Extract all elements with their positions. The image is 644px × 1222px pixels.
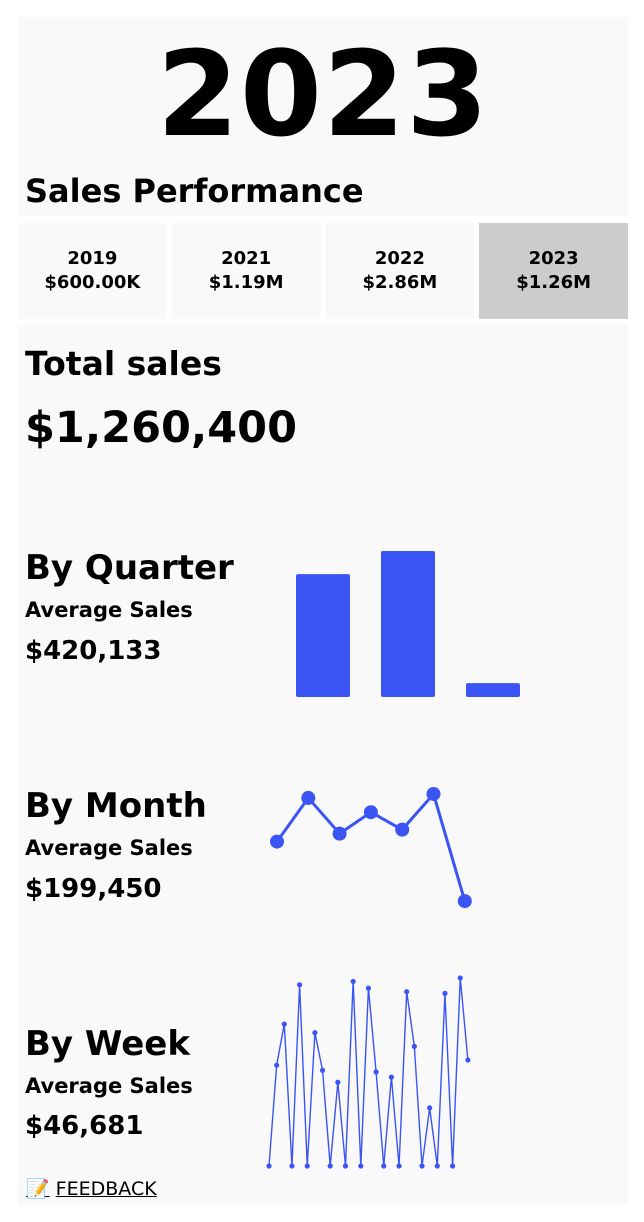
section-title: Sales Performance [25, 172, 364, 210]
tab-2019[interactable]: 2019 $600.00K [18, 223, 167, 319]
week-point-12 [350, 978, 356, 985]
quarter-bar-chart [296, 551, 520, 697]
week-point-11 [342, 1163, 349, 1169]
week-point-21 [419, 1163, 425, 1169]
tab-2021[interactable]: 2021 $1.19M [171, 223, 321, 319]
by-quarter-avg-label: Average Sales [25, 598, 193, 622]
week-point-14 [365, 985, 372, 991]
week-point-24 [442, 990, 448, 996]
by-week-avg-label: Average Sales [25, 1074, 193, 1098]
week-point-1 [266, 1163, 272, 1169]
month-point-1 [270, 834, 284, 849]
quarter-bar-q2 [381, 551, 435, 697]
by-quarter-title: By Quarter [25, 548, 234, 588]
week-point-19 [404, 989, 410, 995]
week-point-10 [335, 1079, 341, 1085]
year-tabs: 2019 $600.00K 2021 $1.19M 2022 $2.86M 20… [18, 223, 628, 319]
tab-2023[interactable]: 2023 $1.26M [479, 223, 628, 319]
month-point-7 [457, 894, 472, 909]
month-point-2 [301, 790, 316, 805]
month-point-4 [363, 805, 378, 820]
week-point-2 [274, 1062, 280, 1068]
by-month-avg-value: $199,450 [25, 874, 162, 904]
header-card: 2023 Sales Performance [18, 17, 628, 216]
feedback-label: FEEDBACK [55, 1178, 157, 1200]
tab-2022[interactable]: 2022 $2.86M [325, 223, 475, 319]
week-point-20 [411, 1043, 417, 1049]
week-point-27 [465, 1057, 471, 1063]
month-point-5 [395, 822, 410, 837]
by-month-avg-label: Average Sales [25, 836, 193, 860]
quarter-bar-q1 [296, 574, 350, 697]
month-point-6 [426, 786, 441, 801]
week-line-chart [266, 975, 471, 1169]
week-point-18 [396, 1163, 402, 1169]
tab-year-label: 2022 [374, 248, 425, 269]
week-point-23 [434, 1163, 440, 1169]
week-point-5 [297, 982, 303, 988]
total-sales-label: Total sales [25, 344, 222, 383]
week-point-6 [304, 1163, 310, 1169]
week-point-15 [373, 1069, 379, 1075]
by-week-title: By Week [25, 1024, 190, 1064]
tab-year-label: 2021 [221, 248, 272, 269]
week-series-line [268, 977, 469, 1167]
month-line-chart [270, 786, 472, 909]
tab-year-label: 2019 [67, 248, 118, 269]
week-point-7 [312, 1030, 318, 1036]
total-sales-value: $1,260,400 [25, 403, 298, 453]
tab-amount: $2.86M [362, 272, 438, 293]
week-point-25 [450, 1163, 456, 1169]
by-month-title: By Month [25, 786, 207, 826]
week-point-13 [358, 1163, 364, 1169]
tab-amount: $1.26M [516, 272, 592, 293]
by-week-avg-value: $46,681 [25, 1111, 144, 1141]
week-point-26 [457, 975, 463, 981]
year-title: 2023 [156, 25, 490, 163]
week-point-22 [427, 1105, 433, 1111]
sales-card: Total sales $1,260,400 By Quarter Averag… [18, 325, 628, 1205]
feedback-link[interactable]: 📝 FEEDBACK [26, 1180, 157, 1199]
week-point-4 [289, 1163, 295, 1169]
tab-year-label: 2023 [528, 248, 579, 269]
memo-icon: 📝 [26, 1178, 50, 1200]
week-point-17 [388, 1074, 394, 1080]
week-point-16 [381, 1163, 387, 1169]
week-point-3 [281, 1021, 287, 1027]
week-point-9 [327, 1163, 333, 1169]
tab-amount: $600.00K [44, 272, 141, 293]
tab-amount: $1.19M [208, 272, 284, 293]
month-point-3 [332, 826, 347, 841]
week-point-8 [319, 1067, 326, 1073]
by-quarter-avg-value: $420,133 [25, 636, 162, 666]
quarter-bar-q3 [466, 683, 520, 697]
